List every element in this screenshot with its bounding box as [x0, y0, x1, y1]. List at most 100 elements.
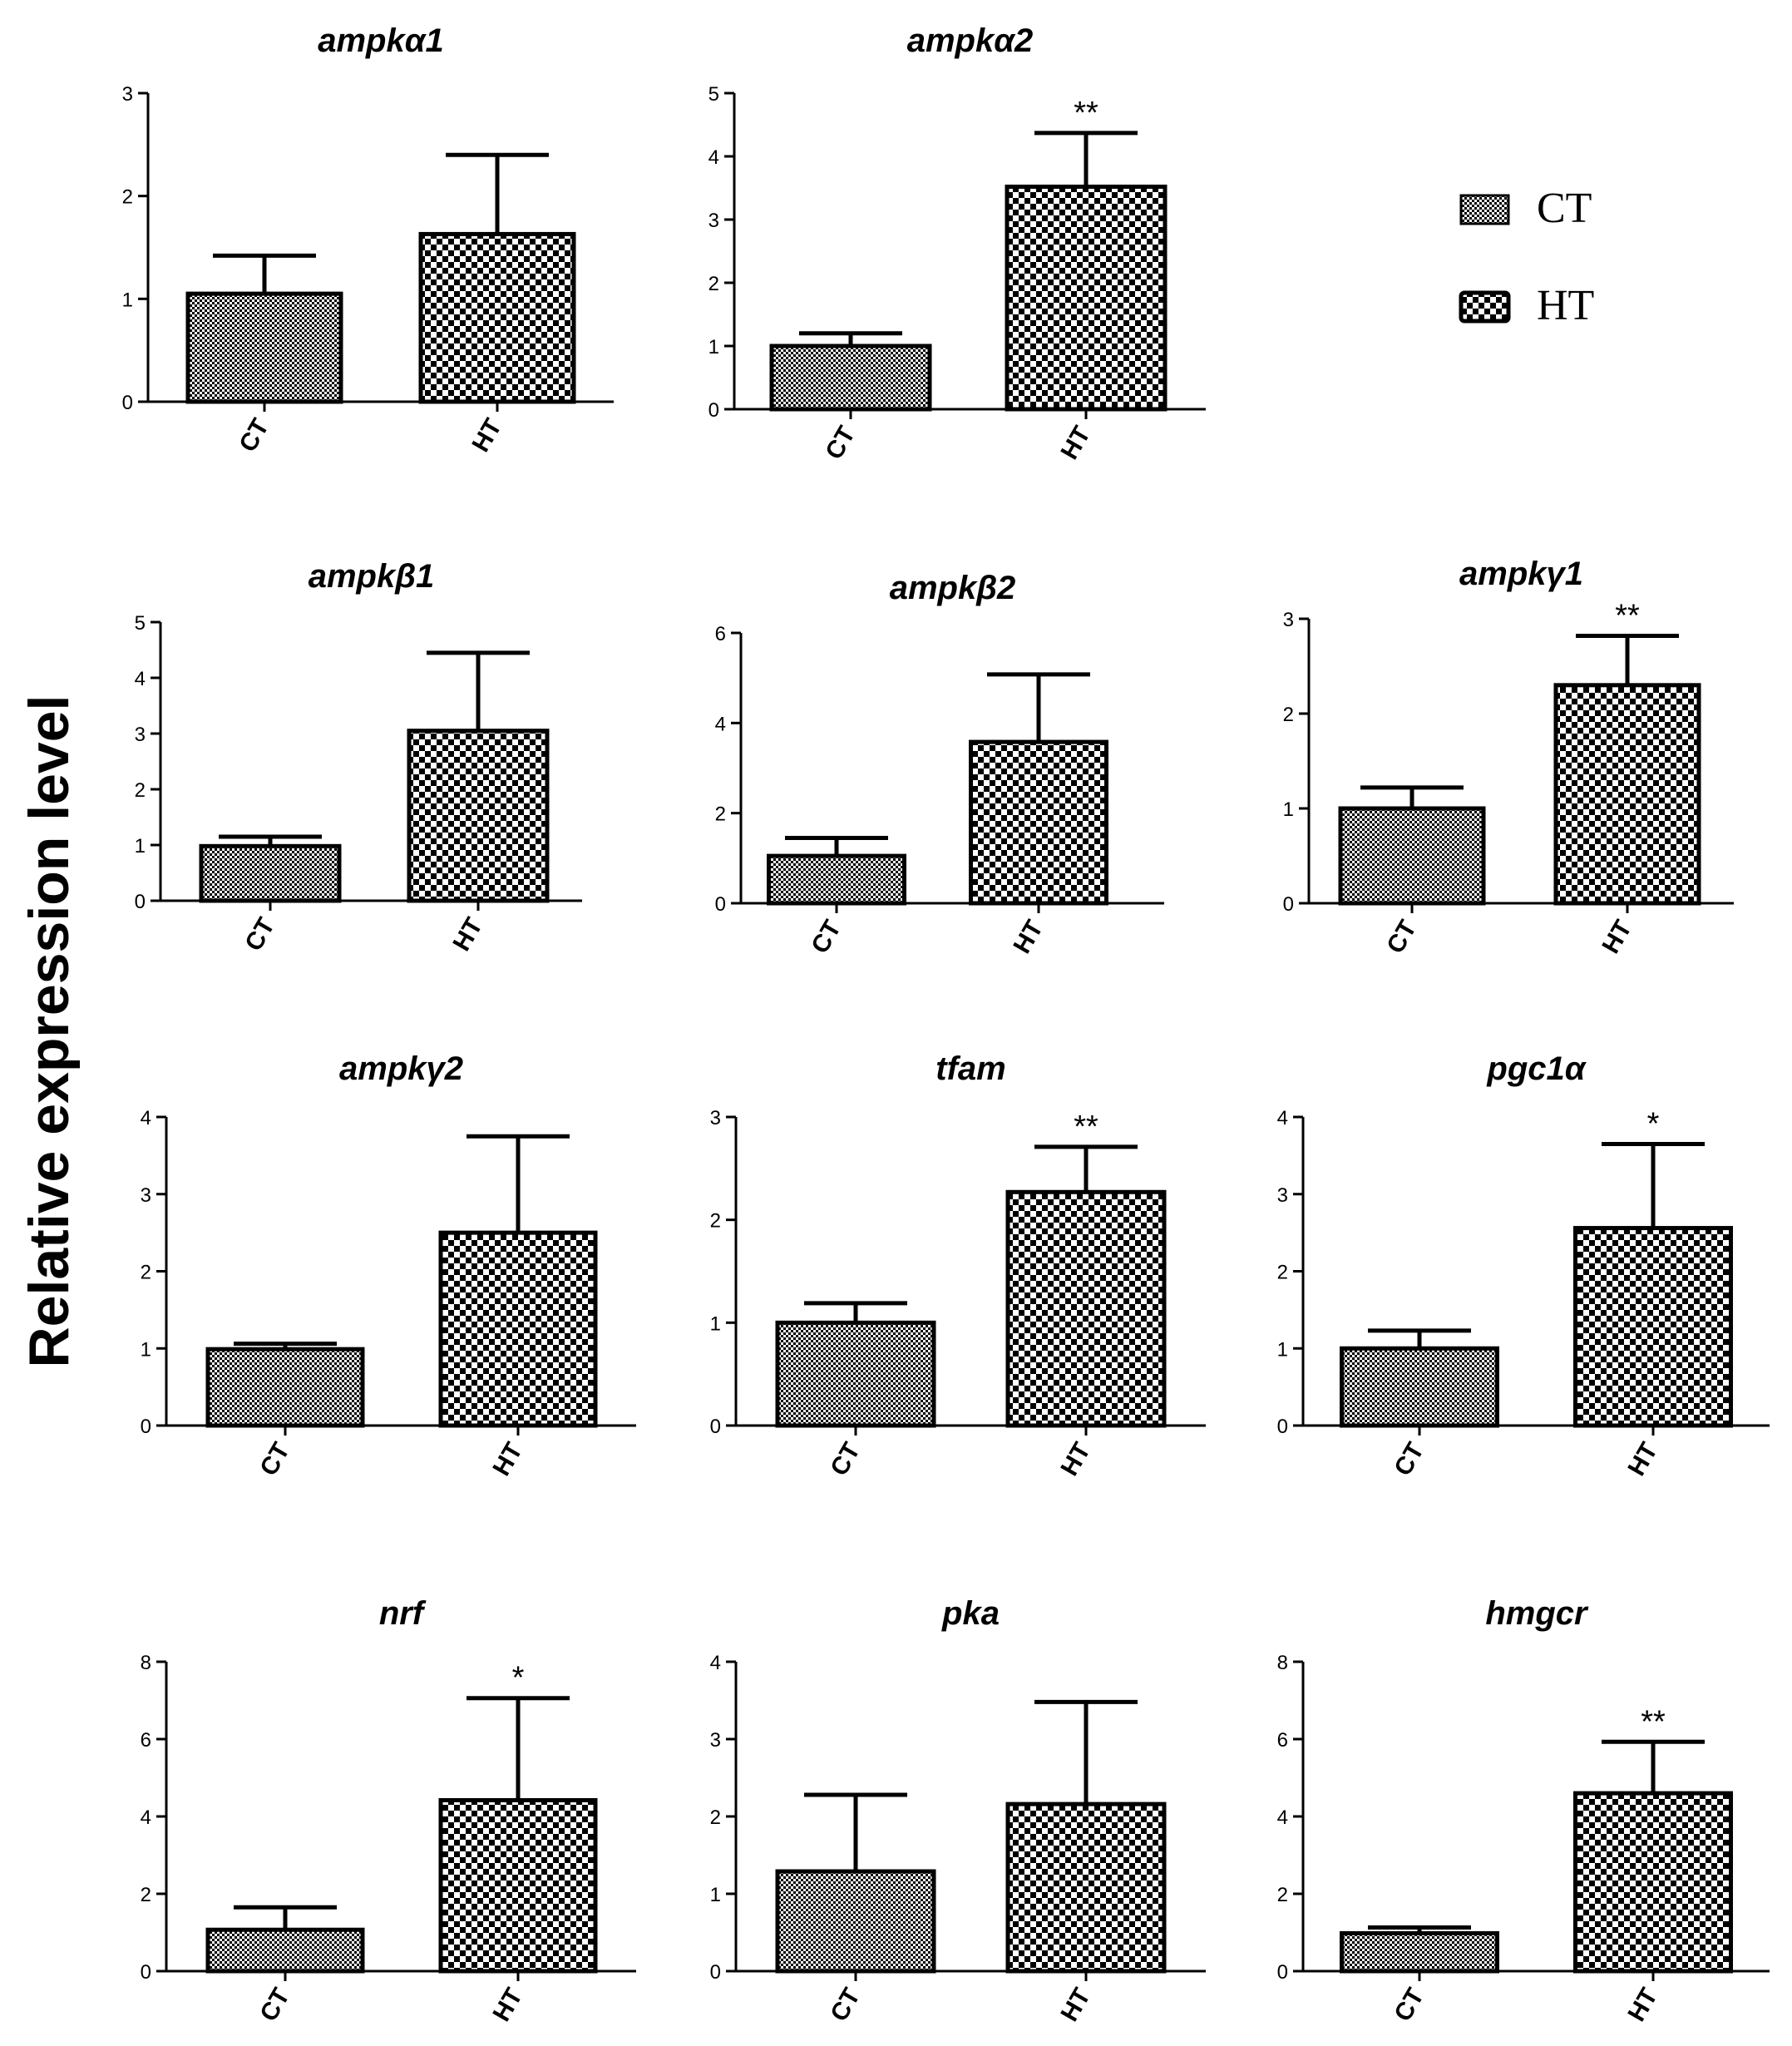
y-tick-label: 1 [708, 336, 719, 358]
bar-ct [775, 1869, 936, 1974]
y-tick-label: 2 [141, 1884, 151, 1906]
chart-panel-4: ampkγ1 CT ** HT 0 1 2 3 [1283, 556, 1734, 958]
y-tick-label: 5 [708, 83, 719, 106]
x-tick-label: HT [487, 1438, 528, 1480]
y-tick-label: 4 [141, 1107, 151, 1129]
x-tick-label: CT [1389, 1438, 1429, 1480]
chart-title: ampkβ2 [890, 570, 1016, 606]
y-tick-label: 0 [708, 399, 719, 422]
y-tick-label: 3 [1283, 609, 1294, 631]
x-tick-label: CT [825, 1984, 866, 2026]
y-tick-label: 2 [141, 1262, 151, 1284]
y-tick-label: 4 [135, 668, 146, 690]
bar-ct [185, 291, 343, 404]
y-tick-label: 1 [141, 1338, 151, 1361]
chart-title: hmgcr [1485, 1595, 1589, 1632]
chart-title: ampkγ1 [1459, 556, 1583, 592]
y-tick-label: 2 [1277, 1262, 1288, 1284]
x-tick-label: CT [825, 1438, 866, 1480]
bar-ht [438, 1230, 598, 1428]
bar-ct [775, 1320, 936, 1428]
bar-ht [1005, 1801, 1167, 1974]
x-tick-label: CT [1389, 1984, 1429, 2026]
y-tick-label: 3 [141, 1184, 151, 1207]
y-tick-label: 2 [710, 1806, 721, 1829]
y-tick-label: 2 [1277, 1884, 1288, 1906]
chart-title: pka [941, 1595, 1000, 1632]
y-tick-label: 0 [1283, 893, 1294, 916]
y-tick-label: 0 [141, 1961, 151, 1984]
bar-ct [769, 343, 932, 412]
x-tick-label: HT [1597, 916, 1637, 958]
chart-panel-2: ampkβ1 CT HT 0 1 2 3 4 5 [135, 558, 582, 956]
y-tick-label: 2 [715, 803, 726, 826]
y-tick-label: 6 [715, 623, 726, 645]
y-tick-label: 0 [710, 1961, 721, 1984]
x-tick-label: CT [806, 916, 847, 958]
x-tick-label: CT [254, 1438, 295, 1480]
chart-panel-1: ampkα2 CT ** HT 0 1 2 3 4 5 [708, 22, 1206, 464]
y-tick-label: 2 [122, 186, 133, 209]
chart-panel-9: pka CT HT 0 1 2 3 4 [710, 1595, 1206, 2026]
bar-ct [1340, 1930, 1499, 1974]
y-tick-label: 3 [710, 1107, 721, 1129]
bar-ct [1340, 1346, 1499, 1428]
legend-label-ct: CT [1537, 185, 1592, 232]
chart-panel-0: ampkα1 CT HT 0 1 2 3 [122, 22, 614, 457]
x-tick-label: HT [447, 913, 488, 956]
x-tick-label: HT [1008, 916, 1049, 958]
x-tick-label: CT [1381, 916, 1422, 958]
legend: CT HT [1459, 185, 1594, 329]
chart-panel-6: tfam CT ** HT 0 1 2 3 [710, 1050, 1206, 1480]
y-tick-label: 1 [135, 835, 146, 857]
y-tick-label: 8 [141, 1652, 151, 1674]
legend-swatch-ct [1459, 194, 1510, 225]
chart-panel-5: ampkγ2 CT HT 0 1 2 3 4 [141, 1050, 636, 1480]
x-tick-label: CT [254, 1984, 295, 2026]
x-tick-label: HT [487, 1984, 528, 2026]
chart-panel-10: hmgcr CT ** HT 0 2 4 6 8 [1277, 1595, 1770, 2026]
chart-title: ampkα2 [907, 22, 1034, 59]
y-tick-label: 0 [1277, 1416, 1288, 1438]
chart-title: nrf [379, 1595, 427, 1632]
y-tick-label: 3 [708, 210, 719, 232]
chart-panel-3: ampkβ2 CT HT 0 2 4 6 [715, 570, 1164, 958]
bar-ct [1338, 806, 1486, 906]
y-tick-label: 1 [710, 1312, 721, 1335]
x-tick-label: HT [1622, 1984, 1663, 2026]
x-tick-label: HT [467, 414, 507, 457]
y-tick-label: 0 [1277, 1961, 1288, 1984]
y-tick-label: 3 [1277, 1184, 1288, 1207]
significance-mark: ** [1074, 1109, 1098, 1144]
y-tick-label: 2 [1283, 704, 1294, 726]
y-tick-label: 3 [710, 1729, 721, 1752]
bar-ht [1573, 1791, 1733, 1974]
bar-ht [1005, 1189, 1167, 1428]
y-tick-label: 1 [1283, 798, 1294, 821]
x-tick-label: HT [1055, 1984, 1096, 2026]
bar-ht [418, 231, 576, 404]
y-tick-label: 1 [1277, 1338, 1288, 1361]
y-tick-label: 4 [710, 1652, 721, 1674]
bar-ht [1553, 683, 1701, 906]
y-tick-label: 2 [708, 273, 719, 295]
y-tick-label: 0 [141, 1416, 151, 1438]
y-tick-label: 0 [122, 392, 133, 414]
bar-ht [407, 729, 550, 903]
x-tick-label: HT [1055, 1438, 1096, 1480]
y-tick-label: 4 [141, 1806, 151, 1829]
chart-panel-7: pgc1α CT * HT 0 1 2 3 4 [1277, 1050, 1770, 1480]
y-tick-label: 0 [715, 893, 726, 916]
chart-panel-8: nrf CT * HT 0 2 4 6 8 [141, 1595, 636, 2026]
y-tick-label: 4 [1277, 1806, 1288, 1829]
bar-ct [205, 1927, 365, 1974]
chart-title: ampkα1 [318, 22, 444, 59]
y-tick-label: 3 [135, 724, 146, 746]
y-tick-label: 1 [710, 1884, 721, 1906]
bar-ht [969, 739, 1108, 906]
y-tick-label: 4 [715, 713, 726, 735]
bar-ht [1573, 1226, 1733, 1428]
y-tick-label: 4 [1277, 1107, 1288, 1129]
